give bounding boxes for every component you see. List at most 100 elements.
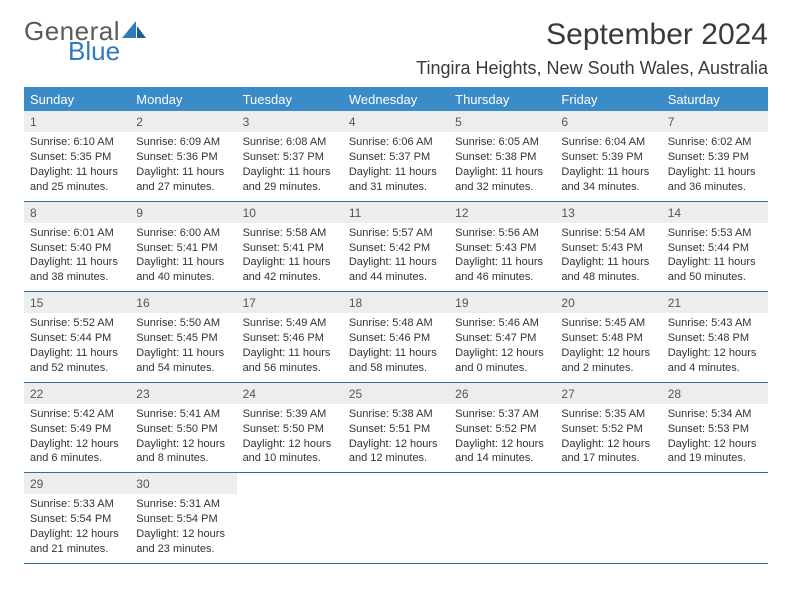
sunset-text: Sunset: 5:51 PM bbox=[349, 422, 443, 437]
cell-body: Sunrise: 5:34 AMSunset: 5:53 PMDaylight:… bbox=[662, 404, 768, 472]
day-number: 7 bbox=[662, 111, 768, 132]
day-number: 27 bbox=[555, 383, 661, 404]
daylight-line1: Daylight: 12 hours bbox=[561, 437, 655, 452]
daylight-line2: and 17 minutes. bbox=[561, 451, 655, 466]
daylight-line1: Daylight: 11 hours bbox=[455, 255, 549, 270]
cell-body: Sunrise: 6:00 AMSunset: 5:41 PMDaylight:… bbox=[130, 223, 236, 291]
calendar-week: 15Sunrise: 5:52 AMSunset: 5:44 PMDayligh… bbox=[24, 292, 768, 383]
location-text: Tingira Heights, New South Wales, Austra… bbox=[416, 58, 768, 79]
cell-body: Sunrise: 6:08 AMSunset: 5:37 PMDaylight:… bbox=[237, 132, 343, 200]
weekday-header: Sunday Monday Tuesday Wednesday Thursday… bbox=[24, 87, 768, 111]
sunrise-text: Sunrise: 6:05 AM bbox=[455, 135, 549, 150]
sunrise-text: Sunrise: 5:54 AM bbox=[561, 226, 655, 241]
cell-body: Sunrise: 6:10 AMSunset: 5:35 PMDaylight:… bbox=[24, 132, 130, 200]
calendar: Sunday Monday Tuesday Wednesday Thursday… bbox=[24, 87, 768, 564]
daylight-line2: and 14 minutes. bbox=[455, 451, 549, 466]
day-number: 9 bbox=[130, 202, 236, 223]
calendar-cell: 2Sunrise: 6:09 AMSunset: 5:36 PMDaylight… bbox=[130, 111, 236, 201]
calendar-cell: 29Sunrise: 5:33 AMSunset: 5:54 PMDayligh… bbox=[24, 473, 130, 563]
cell-body: Sunrise: 5:49 AMSunset: 5:46 PMDaylight:… bbox=[237, 313, 343, 381]
day-number: 16 bbox=[130, 292, 236, 313]
cell-body: Sunrise: 5:33 AMSunset: 5:54 PMDaylight:… bbox=[24, 494, 130, 562]
calendar-cell: 9Sunrise: 6:00 AMSunset: 5:41 PMDaylight… bbox=[130, 202, 236, 292]
daylight-line2: and 8 minutes. bbox=[136, 451, 230, 466]
day-number: 25 bbox=[343, 383, 449, 404]
calendar-cell bbox=[662, 473, 768, 563]
daylight-line1: Daylight: 11 hours bbox=[30, 255, 124, 270]
cell-body: Sunrise: 5:31 AMSunset: 5:54 PMDaylight:… bbox=[130, 494, 236, 562]
calendar-week: 1Sunrise: 6:10 AMSunset: 5:35 PMDaylight… bbox=[24, 111, 768, 202]
calendar-week: 22Sunrise: 5:42 AMSunset: 5:49 PMDayligh… bbox=[24, 383, 768, 474]
sunset-text: Sunset: 5:36 PM bbox=[136, 150, 230, 165]
daylight-line1: Daylight: 12 hours bbox=[668, 437, 762, 452]
daylight-line1: Daylight: 11 hours bbox=[30, 346, 124, 361]
sunset-text: Sunset: 5:43 PM bbox=[455, 241, 549, 256]
sunrise-text: Sunrise: 5:56 AM bbox=[455, 226, 549, 241]
sunset-text: Sunset: 5:40 PM bbox=[30, 241, 124, 256]
sunrise-text: Sunrise: 5:43 AM bbox=[668, 316, 762, 331]
sunrise-text: Sunrise: 5:41 AM bbox=[136, 407, 230, 422]
day-number: 12 bbox=[449, 202, 555, 223]
cell-body: Sunrise: 5:45 AMSunset: 5:48 PMDaylight:… bbox=[555, 313, 661, 381]
daylight-line2: and 50 minutes. bbox=[668, 270, 762, 285]
day-number: 10 bbox=[237, 202, 343, 223]
day-number: 19 bbox=[449, 292, 555, 313]
weekday-mon: Monday bbox=[130, 87, 236, 111]
calendar-cell: 11Sunrise: 5:57 AMSunset: 5:42 PMDayligh… bbox=[343, 202, 449, 292]
daylight-line1: Daylight: 11 hours bbox=[349, 255, 443, 270]
day-number: 30 bbox=[130, 473, 236, 494]
day-number: 5 bbox=[449, 111, 555, 132]
sunrise-text: Sunrise: 6:10 AM bbox=[30, 135, 124, 150]
sunrise-text: Sunrise: 5:50 AM bbox=[136, 316, 230, 331]
sunset-text: Sunset: 5:45 PM bbox=[136, 331, 230, 346]
daylight-line1: Daylight: 12 hours bbox=[30, 527, 124, 542]
sunset-text: Sunset: 5:41 PM bbox=[136, 241, 230, 256]
sunset-text: Sunset: 5:38 PM bbox=[455, 150, 549, 165]
sunrise-text: Sunrise: 5:33 AM bbox=[30, 497, 124, 512]
daylight-line2: and 25 minutes. bbox=[30, 180, 124, 195]
cell-body: Sunrise: 5:38 AMSunset: 5:51 PMDaylight:… bbox=[343, 404, 449, 472]
sunset-text: Sunset: 5:49 PM bbox=[30, 422, 124, 437]
day-number: 23 bbox=[130, 383, 236, 404]
sunset-text: Sunset: 5:53 PM bbox=[668, 422, 762, 437]
daylight-line2: and 48 minutes. bbox=[561, 270, 655, 285]
calendar-cell: 20Sunrise: 5:45 AMSunset: 5:48 PMDayligh… bbox=[555, 292, 661, 382]
sunrise-text: Sunrise: 6:06 AM bbox=[349, 135, 443, 150]
daylight-line2: and 12 minutes. bbox=[349, 451, 443, 466]
daylight-line2: and 27 minutes. bbox=[136, 180, 230, 195]
cell-body: Sunrise: 5:58 AMSunset: 5:41 PMDaylight:… bbox=[237, 223, 343, 291]
cell-body: Sunrise: 5:56 AMSunset: 5:43 PMDaylight:… bbox=[449, 223, 555, 291]
cell-body: Sunrise: 5:53 AMSunset: 5:44 PMDaylight:… bbox=[662, 223, 768, 291]
calendar-cell: 6Sunrise: 6:04 AMSunset: 5:39 PMDaylight… bbox=[555, 111, 661, 201]
calendar-cell: 21Sunrise: 5:43 AMSunset: 5:48 PMDayligh… bbox=[662, 292, 768, 382]
sunset-text: Sunset: 5:54 PM bbox=[136, 512, 230, 527]
daylight-line2: and 10 minutes. bbox=[243, 451, 337, 466]
title-block: September 2024 Tingira Heights, New Sout… bbox=[416, 18, 768, 79]
day-number: 4 bbox=[343, 111, 449, 132]
daylight-line1: Daylight: 12 hours bbox=[30, 437, 124, 452]
calendar-week: 8Sunrise: 6:01 AMSunset: 5:40 PMDaylight… bbox=[24, 202, 768, 293]
sunset-text: Sunset: 5:48 PM bbox=[561, 331, 655, 346]
daylight-line1: Daylight: 12 hours bbox=[455, 437, 549, 452]
day-number: 11 bbox=[343, 202, 449, 223]
weekday-thu: Thursday bbox=[449, 87, 555, 111]
daylight-line2: and 0 minutes. bbox=[455, 361, 549, 376]
daylight-line1: Daylight: 12 hours bbox=[243, 437, 337, 452]
sunrise-text: Sunrise: 5:53 AM bbox=[668, 226, 762, 241]
day-number: 20 bbox=[555, 292, 661, 313]
daylight-line2: and 44 minutes. bbox=[349, 270, 443, 285]
daylight-line1: Daylight: 11 hours bbox=[243, 255, 337, 270]
day-number: 21 bbox=[662, 292, 768, 313]
calendar-cell: 7Sunrise: 6:02 AMSunset: 5:39 PMDaylight… bbox=[662, 111, 768, 201]
daylight-line1: Daylight: 12 hours bbox=[455, 346, 549, 361]
calendar-cell: 26Sunrise: 5:37 AMSunset: 5:52 PMDayligh… bbox=[449, 383, 555, 473]
daylight-line2: and 23 minutes. bbox=[136, 542, 230, 557]
sunrise-text: Sunrise: 5:34 AM bbox=[668, 407, 762, 422]
calendar-cell: 22Sunrise: 5:42 AMSunset: 5:49 PMDayligh… bbox=[24, 383, 130, 473]
daylight-line1: Daylight: 12 hours bbox=[136, 437, 230, 452]
cell-body bbox=[662, 478, 768, 536]
cell-body: Sunrise: 5:43 AMSunset: 5:48 PMDaylight:… bbox=[662, 313, 768, 381]
weekday-fri: Friday bbox=[555, 87, 661, 111]
sunset-text: Sunset: 5:41 PM bbox=[243, 241, 337, 256]
calendar-cell: 3Sunrise: 6:08 AMSunset: 5:37 PMDaylight… bbox=[237, 111, 343, 201]
